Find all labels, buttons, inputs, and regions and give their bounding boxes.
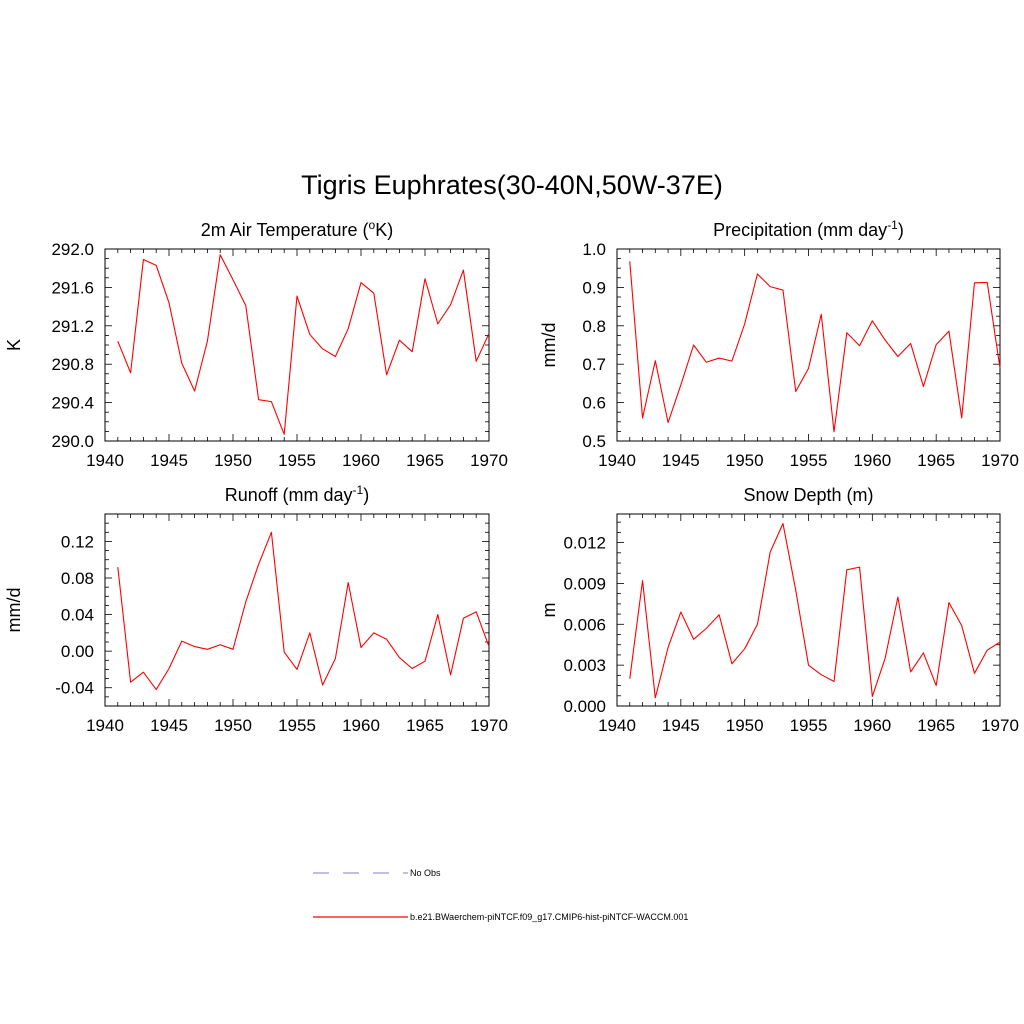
- y-axis-label: K: [4, 339, 24, 351]
- x-tick-label: 1940: [86, 716, 124, 735]
- x-tick-label: 1965: [917, 716, 955, 735]
- y-tick-label: 1.0: [582, 240, 606, 259]
- x-tick-label: 1960: [853, 451, 891, 470]
- panel-title-superscript: -1: [887, 218, 898, 232]
- y-tick-label: 0.003: [563, 656, 606, 675]
- x-tick-label: 1970: [981, 716, 1019, 735]
- y-tick-label: 0.12: [61, 532, 94, 551]
- legend: No Obs b.e21.BWaerchem-piNTCF.f09_g17.CM…: [313, 868, 688, 922]
- series-line: [629, 522, 1001, 699]
- plot-frame: [104, 513, 490, 707]
- y-tick-label: 0.7: [582, 355, 606, 374]
- x-tick-label: 1945: [662, 716, 700, 735]
- series-line: [117, 531, 490, 691]
- x-tick-label: 1950: [726, 716, 764, 735]
- panel-1: 1940 1945 1950 1955 1960 1965 1970 290.0 290.4 29…: [4, 218, 508, 470]
- plot-frame: [104, 248, 490, 442]
- panel-title-superscript: o: [369, 218, 376, 232]
- legend-model-label: b.e21.BWaerchem-piNTCF.f09_g17.CMIP6-his…: [410, 912, 688, 922]
- y-tick-label: 0.5: [582, 432, 606, 451]
- panel-title-tail: ): [898, 220, 904, 240]
- y-tick-label: 0.006: [563, 615, 606, 634]
- y-tick-label: 0.009: [563, 574, 606, 593]
- y-tick-label: 0.04: [61, 606, 94, 625]
- y-tick-label: 0.000: [563, 697, 606, 716]
- y-tick-label: -0.04: [55, 679, 94, 698]
- plot-frame: [616, 513, 1001, 707]
- y-axis-label: mm/d: [539, 323, 559, 368]
- y-tick-label: 290.4: [51, 394, 94, 413]
- panel-title: Snow Depth (m): [743, 485, 873, 505]
- panel-title: 2m Air Temperature (oK): [201, 218, 393, 240]
- y-axis-label: m: [539, 603, 559, 618]
- x-tick-label: 1950: [214, 451, 252, 470]
- y-tick-label: 290.0: [51, 432, 94, 451]
- x-tick-label: 1970: [981, 451, 1019, 470]
- panel-title-main: Runoff (mm day: [225, 485, 353, 505]
- panel-title: Precipitation (mm day-1): [713, 218, 904, 240]
- x-tick-label: 1945: [150, 451, 188, 470]
- x-tick-label: 1950: [726, 451, 764, 470]
- y-tick-label: 292.0: [51, 240, 94, 259]
- y-axis-label: mm/d: [4, 588, 24, 633]
- x-tick-label: 1955: [278, 451, 316, 470]
- main-title: Tigris Euphrates(30-40N,50W-37E): [301, 170, 723, 200]
- x-tick-label: 1960: [342, 451, 380, 470]
- panels: 1940 1945 1950 1955 1960 1965 1970 290.0 290.4 29…: [4, 218, 1019, 735]
- panel-title-main: 2m Air Temperature (: [201, 220, 369, 240]
- y-tick-label: 0.012: [563, 534, 606, 553]
- x-tick-label: 1965: [406, 716, 444, 735]
- x-tick-label: 1970: [470, 451, 508, 470]
- panel-3: 1940 1945 1950 1955 1960 1965 1970 -0.04 0.00 0.0…: [4, 483, 508, 735]
- series-line: [629, 261, 1001, 433]
- y-tick-label: 0.8: [582, 317, 606, 336]
- panel-4: 1940 1945 1950 1955 1960 1965 1970 0.000 0.003 0.…: [539, 485, 1019, 735]
- y-tick-label: 0.00: [61, 642, 94, 661]
- panel-2: 1940 1945 1950 1955 1960 1965 1970 0.5 0.6 0.7 0.8…: [539, 218, 1019, 470]
- y-tick-label: 0.9: [582, 278, 606, 297]
- panel-title-main: Snow Depth (m): [743, 485, 873, 505]
- legend-obs-label: No Obs: [410, 868, 441, 878]
- x-tick-label: 1965: [406, 451, 444, 470]
- x-tick-label: 1970: [470, 716, 508, 735]
- y-tick-label: 0.6: [582, 394, 606, 413]
- x-tick-label: 1945: [150, 716, 188, 735]
- panel-title-tail: ): [363, 485, 369, 505]
- panel-title: Runoff (mm day-1): [225, 483, 369, 505]
- plot-frame: [616, 248, 1001, 442]
- x-tick-label: 1955: [790, 716, 828, 735]
- panel-title-tail: K): [375, 220, 393, 240]
- x-tick-label: 1955: [278, 716, 316, 735]
- panel-title-superscript: -1: [353, 483, 364, 497]
- x-tick-label: 1960: [342, 716, 380, 735]
- x-tick-label: 1955: [790, 451, 828, 470]
- x-tick-label: 1950: [214, 716, 252, 735]
- panel-title-main: Precipitation (mm day: [713, 220, 887, 240]
- series-line: [117, 254, 490, 435]
- y-tick-label: 291.6: [51, 278, 94, 297]
- x-tick-label: 1945: [662, 451, 700, 470]
- x-tick-label: 1940: [598, 451, 636, 470]
- x-tick-label: 1940: [86, 451, 124, 470]
- y-tick-label: 290.8: [51, 355, 94, 374]
- x-tick-label: 1940: [598, 716, 636, 735]
- x-tick-label: 1960: [853, 716, 891, 735]
- y-tick-label: 291.2: [51, 317, 94, 336]
- y-tick-label: 0.08: [61, 569, 94, 588]
- x-tick-label: 1965: [917, 451, 955, 470]
